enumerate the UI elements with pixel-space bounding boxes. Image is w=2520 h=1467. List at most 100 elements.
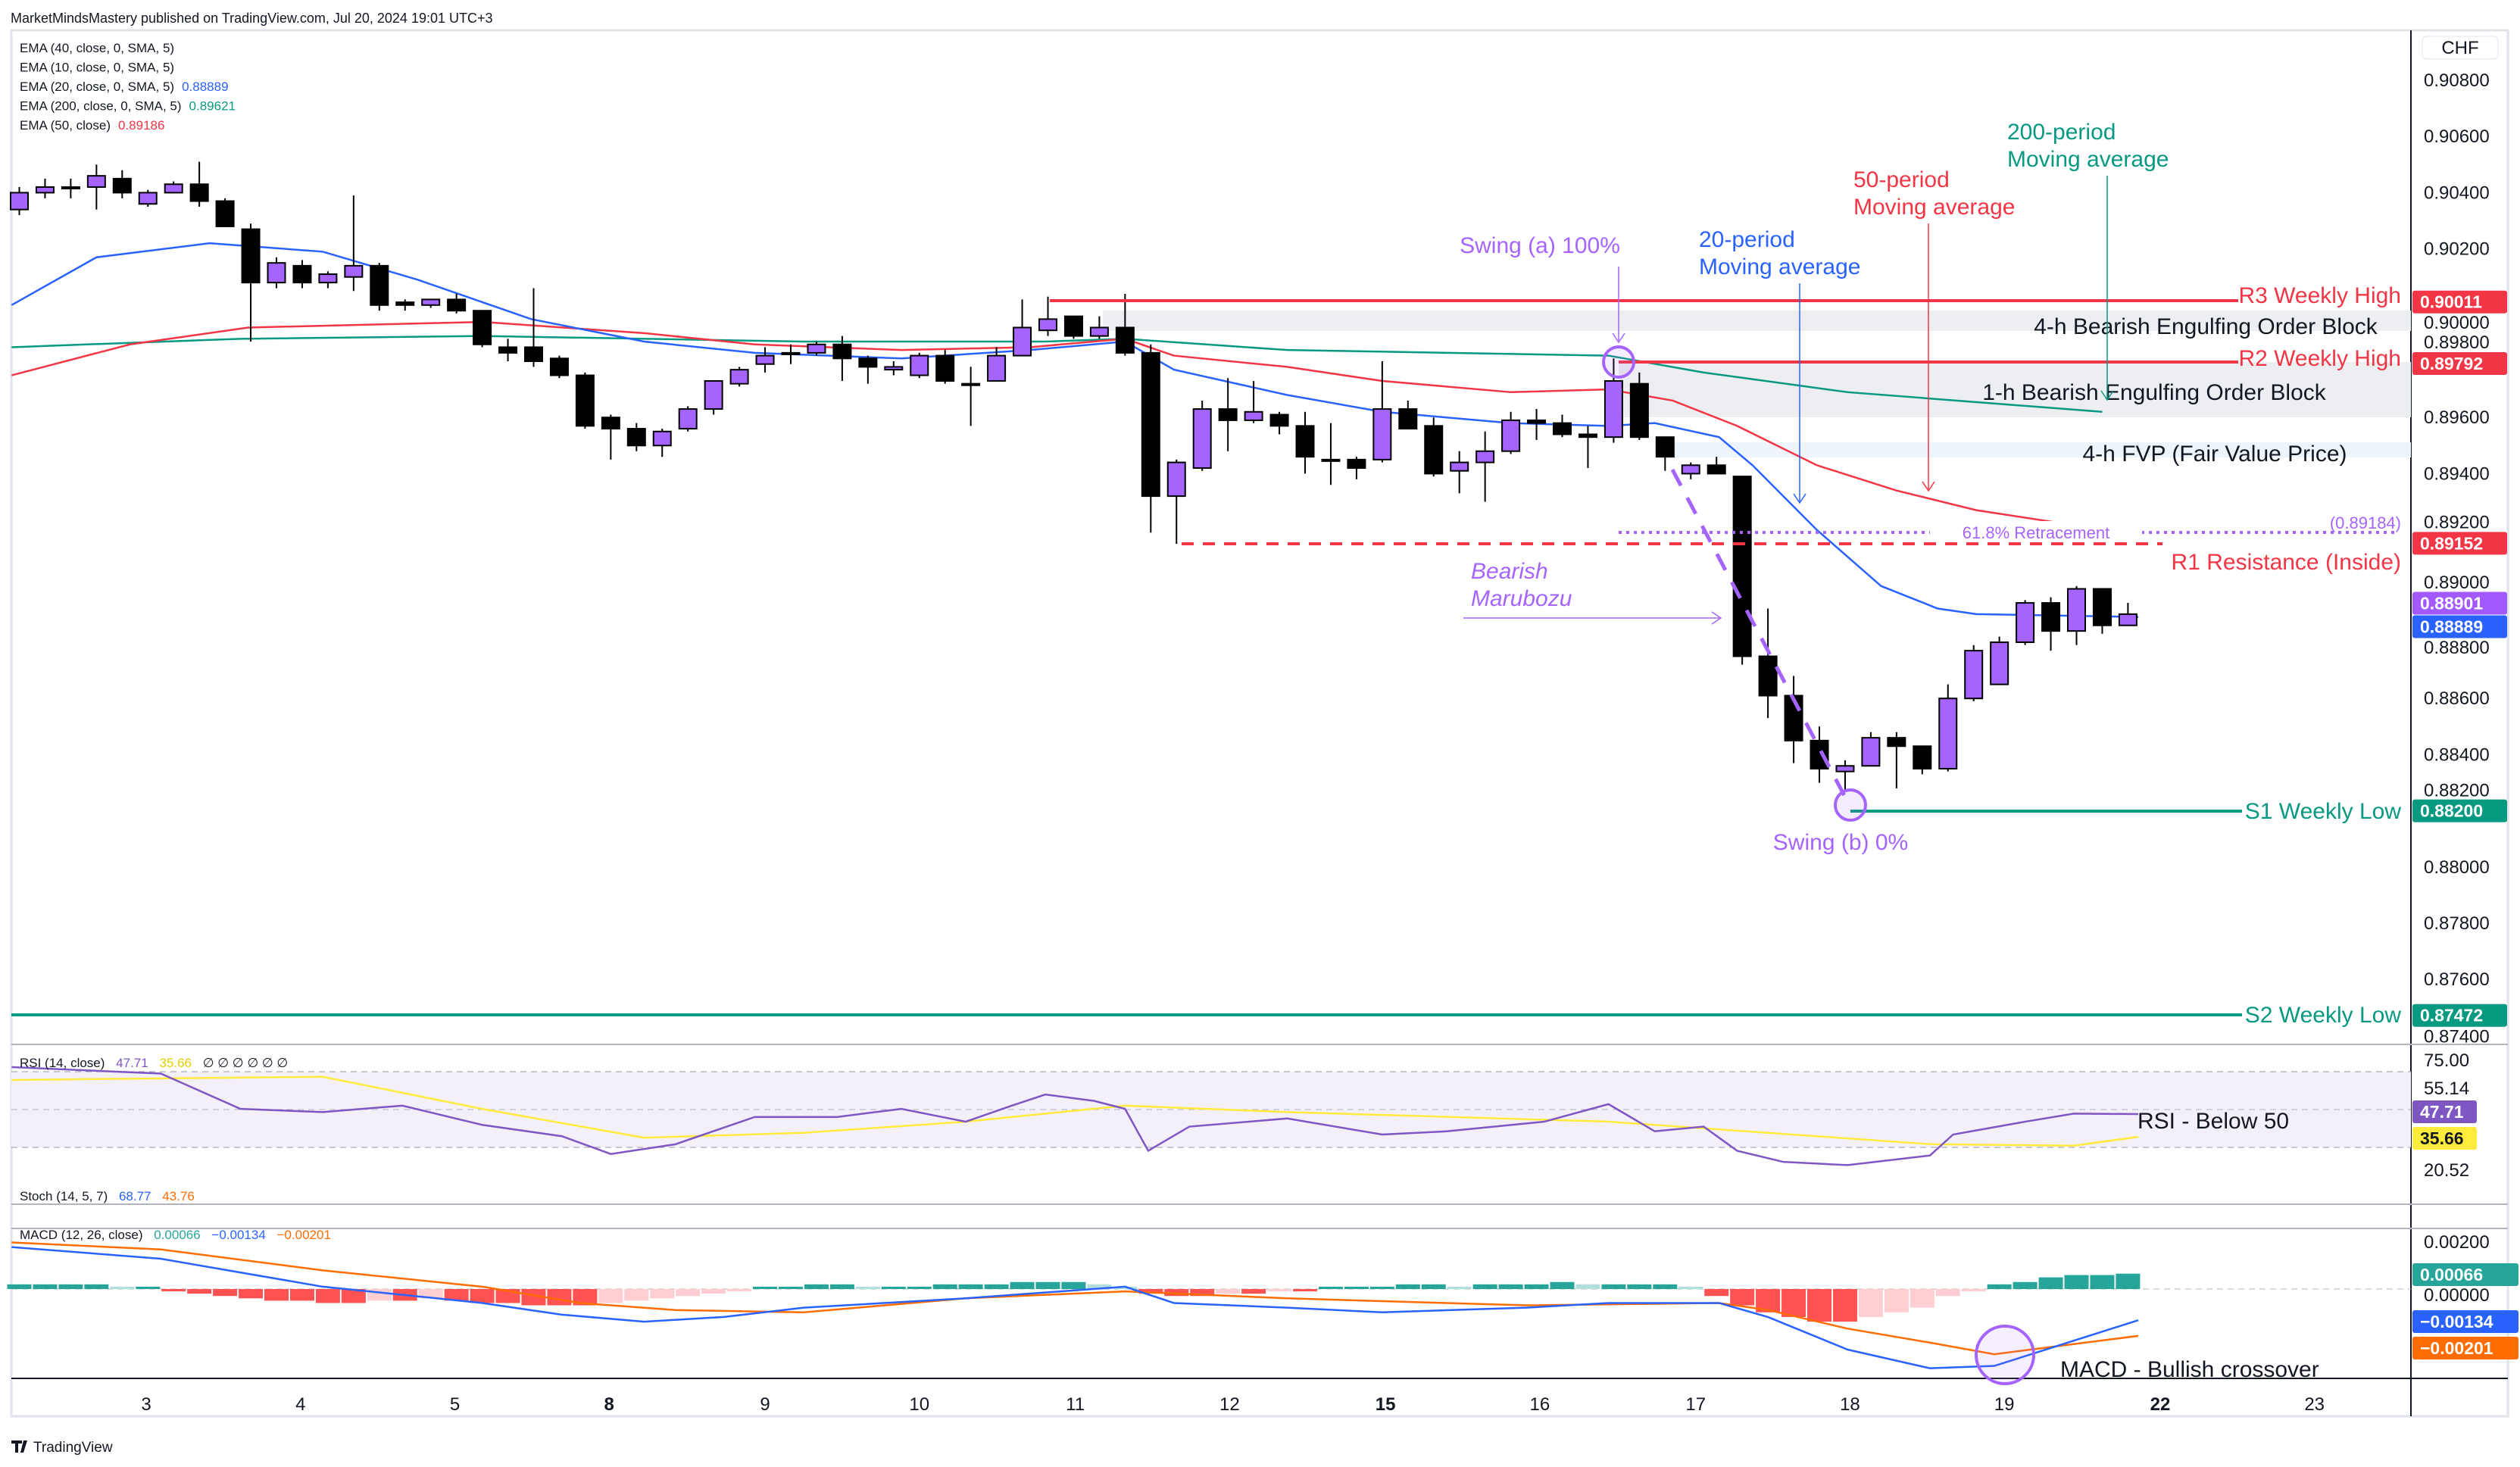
candle-body — [729, 369, 749, 385]
candle — [1398, 400, 1418, 430]
candle-body — [807, 343, 826, 354]
candle-body — [1218, 408, 1238, 421]
candle — [292, 260, 312, 289]
candle — [1938, 684, 1958, 772]
candle — [1835, 760, 1855, 791]
time-tick-label: 17 — [1685, 1394, 1706, 1415]
candle-body — [1115, 326, 1135, 354]
candle — [1578, 426, 1597, 468]
zone-4h-order-block — [1103, 311, 2411, 331]
macd-histogram-bar — [1344, 1286, 1369, 1289]
candle-body — [987, 354, 1007, 382]
macd-histogram-bar — [753, 1286, 778, 1289]
candle — [1629, 372, 1649, 440]
macd-histogram-bar — [1678, 1286, 1703, 1289]
candle — [10, 186, 29, 216]
candle — [1990, 636, 2009, 685]
candle — [86, 164, 106, 210]
candle-body — [473, 310, 492, 345]
candle-body — [1372, 408, 1392, 460]
candle-body — [755, 354, 775, 365]
rsi-legend-label: RSI (14, close) — [20, 1056, 105, 1070]
macd-histogram-bar — [2090, 1275, 2115, 1289]
price-tick-label: 0.90400 — [2424, 183, 2490, 203]
macd-pane: MACD - Bullish crossover MACD (12, 26, c… — [7, 1228, 2411, 1385]
macd-histogram-bar — [1550, 1281, 1575, 1289]
ma200-label-2: Moving average — [2007, 147, 2169, 172]
macd-histogram-bar — [1730, 1289, 1755, 1306]
candle-body — [189, 183, 209, 202]
price-badge-text: 0.88889 — [2420, 617, 2483, 637]
candle-body — [1758, 655, 1778, 697]
candle — [447, 293, 467, 314]
candle-body — [884, 366, 904, 371]
price-tick-label: 0.89000 — [2424, 573, 2490, 593]
candle — [1758, 608, 1778, 719]
legend-item: EMA (200, close, 0, SMA, 5) 0.89621 — [20, 99, 236, 114]
candle-body — [2067, 588, 2086, 632]
currency-label: CHF — [2441, 38, 2478, 58]
price-badge-text: 0.89152 — [2420, 533, 2483, 553]
candle-body — [112, 177, 132, 194]
macd-note: MACD - Bullish crossover — [2060, 1357, 2319, 1382]
axes[interactable]: 0.90800 0.90600 0.90400 0.90200 0.900000.898… — [141, 70, 2518, 1415]
legend-item: EMA (20, close, 0, SMA, 5) 0.88889 — [20, 80, 229, 94]
price-badge — [2412, 799, 2507, 822]
candle-body — [601, 417, 620, 430]
candle — [1913, 745, 1932, 775]
macd-histogram-bar — [1035, 1281, 1060, 1289]
fib-618-label: 61.8% Retracement — [1963, 523, 2109, 542]
legend-value: 0.88889 — [182, 80, 228, 94]
price-badge — [2412, 532, 2507, 555]
legend-label: EMA (20, close, 0, SMA, 5) — [20, 80, 174, 94]
candle — [1887, 732, 1906, 788]
macd-legend-label: MACD (12, 26, close) — [20, 1228, 143, 1242]
candle-body — [1810, 739, 1829, 769]
currency-button[interactable] — [2422, 36, 2499, 60]
legend-label: EMA (200, close, 0, SMA, 5) — [20, 99, 182, 114]
macd-signal-value: −0.00201 — [277, 1228, 331, 1242]
rsi-lines — [11, 1066, 2139, 1166]
candle-body — [626, 428, 646, 447]
candle — [370, 263, 389, 311]
candle — [267, 257, 286, 289]
macd-histogram-bar — [1113, 1286, 1138, 1289]
price-badge-text: 0.88901 — [2420, 594, 2483, 613]
macd-histogram-bar — [315, 1289, 340, 1303]
candle-body — [1321, 458, 1341, 462]
candle — [395, 299, 415, 311]
candle — [1141, 344, 1160, 533]
candle — [1166, 459, 1186, 545]
candle-body — [86, 175, 106, 188]
candle — [961, 367, 981, 426]
candle-body — [1450, 461, 1469, 472]
marubozu-label-2: Marubozu — [1471, 586, 1572, 611]
macd-histogram-bar — [1318, 1286, 1343, 1289]
price-badge — [2412, 591, 2507, 615]
macd-histogram-bar — [2038, 1277, 2063, 1289]
time-tick-label: 8 — [604, 1394, 614, 1415]
macd-histogram-bar — [881, 1286, 906, 1289]
tradingview-logo: TradingView — [11, 1440, 113, 1456]
candle-body — [241, 228, 261, 284]
candle-body — [1398, 408, 1418, 430]
candle — [832, 336, 852, 381]
fib-label-bg — [1930, 521, 2142, 541]
macd-histogram-bar — [1653, 1284, 1678, 1289]
candle-body — [267, 262, 286, 284]
fib-618-value: (0.89184) — [2330, 513, 2401, 532]
rsi-ma-line — [11, 1075, 2139, 1147]
swing-dashed-line — [1670, 468, 1850, 804]
time-tick-label: 4 — [295, 1394, 305, 1415]
ma20-label-1: 20-period — [1699, 227, 1795, 252]
price-badge-text: 0.87472 — [2420, 1006, 2483, 1025]
price-tick-label: 0.89200 — [2424, 513, 2490, 533]
macd-histogram-bar — [1781, 1289, 1806, 1317]
macd-histogram-bar — [1627, 1284, 1652, 1289]
candle — [704, 379, 723, 415]
candle — [2118, 603, 2137, 626]
candle-body — [215, 200, 235, 227]
macd-histogram-bar — [1395, 1284, 1420, 1289]
macd-histogram-bar — [598, 1289, 623, 1303]
